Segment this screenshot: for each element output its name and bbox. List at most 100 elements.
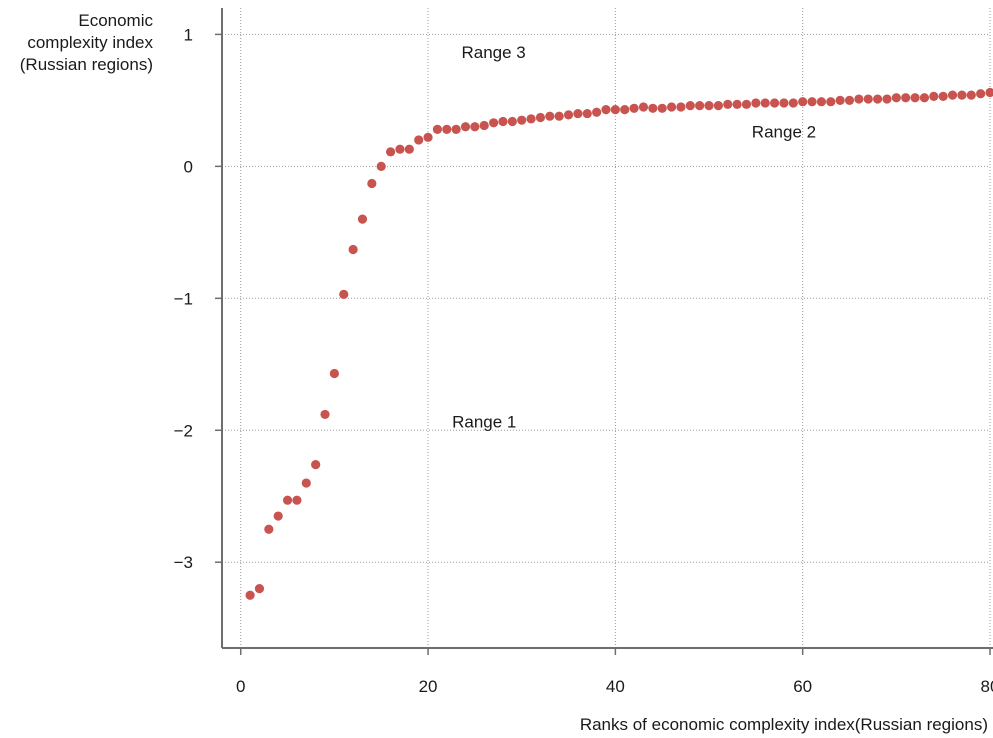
data-point: [769, 98, 780, 108]
data-point: [620, 105, 630, 115]
data-point: [535, 112, 546, 123]
y-tick-label: −3: [174, 553, 193, 572]
axes: [215, 8, 993, 655]
data-point: [489, 118, 499, 128]
data-point: [442, 124, 452, 135]
data-point: [676, 102, 686, 112]
data-point: [601, 105, 611, 115]
range-annotation: Range 1: [452, 413, 516, 432]
data-point: [301, 478, 311, 488]
data-points: [245, 87, 993, 600]
data-point: [423, 132, 433, 142]
data-point: [929, 91, 939, 102]
data-point: [545, 111, 555, 121]
data-point: [414, 135, 424, 145]
annotations: Range 3 Range 2 Range 1: [452, 43, 816, 431]
data-point: [938, 91, 948, 102]
data-point: [311, 459, 321, 470]
data-point: [891, 93, 901, 103]
data-point: [517, 115, 527, 125]
data-point: [741, 99, 752, 109]
data-point: [835, 95, 845, 105]
data-point: [648, 103, 658, 113]
data-point: [610, 105, 620, 115]
data-point: [713, 101, 723, 111]
data-point: [526, 114, 536, 124]
data-point: [779, 98, 789, 108]
x-tick-label: 60: [793, 677, 812, 696]
y-tick-label: 0: [184, 157, 193, 176]
data-point: [395, 144, 405, 154]
data-point: [704, 101, 714, 111]
data-point: [376, 161, 386, 171]
x-tick-label: 80: [981, 677, 993, 696]
y-axis-label: Economic complexity index (Russian regions…: [20, 11, 154, 74]
data-point: [348, 244, 358, 255]
data-point: [873, 94, 883, 104]
grid-lines: [222, 8, 991, 648]
data-point: [273, 511, 283, 521]
data-point: [432, 124, 443, 135]
x-tick-label: 0: [236, 677, 245, 696]
data-point: [245, 590, 255, 600]
data-point: [685, 101, 695, 111]
data-point: [751, 98, 761, 108]
range-annotation: Range 3: [461, 43, 525, 62]
x-tick-label: 20: [419, 677, 438, 696]
tick-labels: 0 20 40 60 80 1 0 −1 −2 −3: [174, 25, 993, 696]
x-tick-label: 40: [606, 677, 625, 696]
data-point: [479, 120, 489, 131]
data-point: [910, 93, 920, 103]
data-point: [807, 97, 817, 107]
data-point: [470, 122, 480, 132]
data-point: [460, 122, 471, 132]
data-point: [339, 289, 349, 299]
y-tick-label: −2: [174, 421, 193, 440]
data-point: [264, 524, 274, 534]
data-point: [629, 103, 639, 113]
x-axis-label: Ranks of economic complexity index(Russi…: [580, 715, 988, 734]
data-point: [573, 108, 583, 119]
y-axis-label-line: Economic: [78, 11, 153, 30]
data-point: [723, 99, 733, 109]
data-point: [498, 116, 508, 127]
data-point: [863, 94, 873, 104]
data-point: [582, 108, 592, 119]
data-point: [357, 214, 368, 224]
data-point: [404, 144, 414, 154]
y-tick-label: 1: [184, 25, 193, 44]
data-point: [798, 97, 808, 107]
data-point: [507, 116, 517, 127]
data-point: [385, 147, 396, 157]
y-tick-label: −1: [174, 289, 193, 308]
y-axis-label-line: (Russian regions): [20, 55, 153, 74]
data-point: [695, 101, 705, 111]
data-point: [854, 94, 864, 104]
data-point: [966, 90, 976, 100]
data-point: [554, 111, 564, 121]
data-point: [732, 99, 742, 109]
data-point: [320, 409, 330, 420]
data-point: [957, 90, 967, 100]
data-point: [985, 87, 993, 98]
data-point: [367, 178, 377, 189]
data-point: [292, 495, 302, 505]
data-point: [816, 97, 827, 107]
data-point: [976, 89, 986, 99]
data-point: [666, 102, 677, 112]
data-point: [947, 90, 958, 100]
data-point: [826, 97, 836, 107]
data-point: [592, 107, 602, 117]
data-point: [638, 102, 649, 112]
data-point: [882, 94, 892, 104]
data-point: [760, 98, 770, 108]
range-annotation: Range 2: [752, 122, 816, 141]
y-axis-label-line: complexity index: [27, 33, 153, 52]
data-point: [254, 584, 265, 594]
data-point: [282, 495, 293, 505]
data-point: [919, 93, 930, 103]
data-point: [788, 98, 798, 108]
data-point: [657, 103, 667, 113]
